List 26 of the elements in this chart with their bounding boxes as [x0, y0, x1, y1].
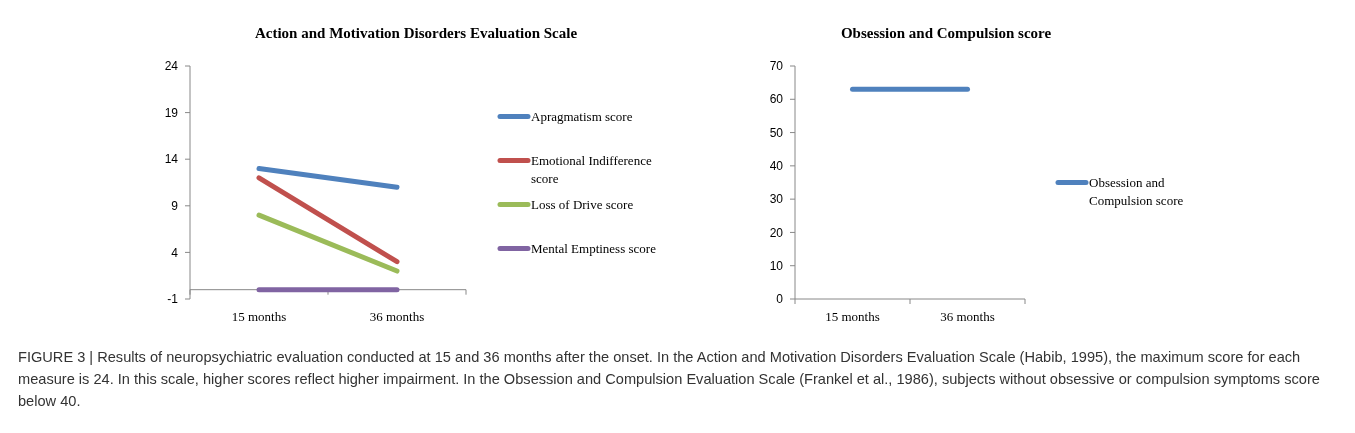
- y-tick-label: 24: [164, 59, 179, 74]
- legend-label: Apragmatism score: [531, 108, 633, 124]
- x-tick-label: 15 months: [231, 309, 287, 324]
- y-tick-label: 19: [164, 105, 179, 120]
- chart-title: Obsession and Compulsion score: [840, 25, 1052, 41]
- y-tick-label: 50: [769, 125, 784, 140]
- y-tick-label: 20: [769, 225, 784, 240]
- x-tick-label: 36 months: [940, 309, 995, 324]
- y-tick-label: 10: [769, 258, 784, 273]
- caption: FIGURE 3 | Results of neuropsychiatric evaluation conducted at 15 and 36 months after the onset. In the Action and Motivation Disorders Evaluation Scale (Habib, 1995), the maximum score for each measure is 24. In this scale, higher scores reflect higher impairment. In the Obsession and Compulsion Evaluation Scale (Frankel et al., 1986), subjects without obsessive or compulsion symptoms score below 40.: [18, 348, 1321, 411]
- y-tick-label: 9: [171, 199, 179, 213]
- y-tick-label: 14: [164, 152, 179, 167]
- legend-label: Obsession and Compulsion score: [1089, 174, 1184, 208]
- y-tick-label: 0: [776, 292, 784, 307]
- y-tick-label: 4: [171, 245, 179, 260]
- x-tick-label: 15 months: [825, 309, 880, 324]
- legend-label: Mental Emptiness score: [531, 240, 657, 256]
- y-tick-label: 60: [769, 92, 784, 107]
- legend-label: Loss of Drive score: [531, 196, 634, 212]
- y-tick-label: 30: [769, 192, 784, 207]
- legend-label: Emotional Indifference score: [531, 152, 652, 186]
- x-tick-label: 36 months: [369, 309, 425, 324]
- chart-title: Action and Motivation Disorders Evaluation Scale: [254, 25, 578, 41]
- y-tick-label: 70: [769, 59, 784, 74]
- y-tick-label: 40: [769, 159, 784, 174]
- y-tick-label: -1: [167, 292, 179, 307]
